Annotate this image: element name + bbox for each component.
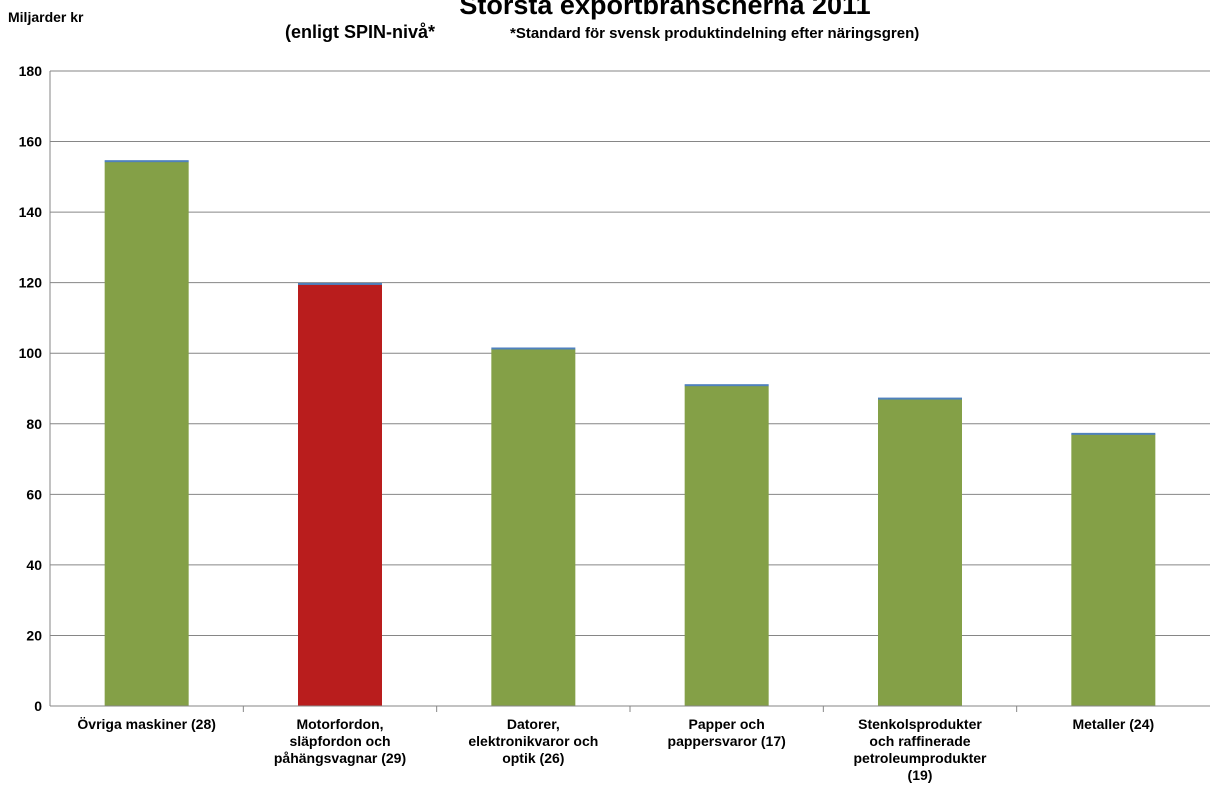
bar-top-edge: [491, 347, 576, 350]
category-label-line: och raffinerade: [869, 733, 970, 749]
category-label: Stenkolsprodukter och raffinerade petroleu…: [853, 716, 987, 783]
category-label-line: Motorfordon,: [296, 716, 383, 732]
chart-subtitle: (enligt SPIN-nivå*: [285, 22, 435, 42]
bar-top-edge: [104, 160, 189, 163]
bar-top-edge: [878, 397, 962, 400]
y-tick-label: 100: [19, 345, 43, 361]
chart-subtitle-note: *Standard för svensk produktindelning ef…: [510, 25, 919, 42]
category-label: Datorer, elektronikvaror och optik (26): [468, 716, 598, 766]
category-labels: Övriga maskiner (28) Motorfordon, släpford…: [77, 716, 1154, 783]
category-label-line: elektronikvaror och: [468, 733, 598, 749]
bar: [298, 284, 382, 706]
category-label-line: pappersvaror (17): [668, 733, 786, 749]
bar: [684, 385, 769, 706]
category-label-line: Övriga maskiner (28): [77, 716, 216, 732]
category-label-line: släpfordon och: [289, 733, 390, 749]
category-label-line: påhängsvagnar (29): [274, 750, 406, 766]
bar: [491, 348, 576, 706]
bar-top-edge: [1071, 432, 1156, 435]
bars: [104, 160, 1156, 707]
y-tick-label: 120: [19, 275, 43, 291]
category-label: Övriga maskiner (28): [77, 716, 216, 732]
category-label-line: petroleumprodukter: [853, 750, 987, 766]
y-axis-label: Miljarder kr: [8, 9, 84, 25]
bar: [878, 399, 962, 706]
category-label: Papper och pappersvaror (17): [668, 716, 786, 749]
category-label-line: Papper och: [689, 716, 765, 732]
y-tick-label: 20: [26, 627, 42, 643]
bar-top-edge: [298, 282, 382, 285]
category-label: Motorfordon, släpfordon och påhängsvagnar …: [274, 716, 406, 766]
category-label: Metaller (24): [1072, 716, 1154, 732]
bar: [1071, 434, 1156, 706]
y-tick-label: 40: [26, 557, 42, 573]
category-label-line: optik (26): [502, 750, 564, 766]
category-label-line: Metaller (24): [1072, 716, 1154, 732]
chart-title: Största exportbranscherna 2011: [459, 0, 870, 20]
category-label-line: (19): [908, 767, 933, 783]
category-label-line: Stenkolsprodukter: [858, 716, 982, 732]
gridlines: [50, 70, 1210, 712]
y-tick-label: 0: [34, 698, 42, 714]
category-label-line: Datorer,: [507, 716, 560, 732]
y-tick-label: 80: [26, 416, 42, 432]
y-tick-label: 180: [19, 63, 43, 79]
bar-top-edge: [684, 384, 769, 387]
y-tick-label: 140: [19, 204, 43, 220]
y-tick-label: 160: [19, 134, 43, 150]
y-tick-labels: 0 20 40 60 80 100 120 140 160 180: [19, 63, 43, 714]
bar: [104, 161, 189, 707]
y-tick-label: 60: [26, 486, 42, 502]
